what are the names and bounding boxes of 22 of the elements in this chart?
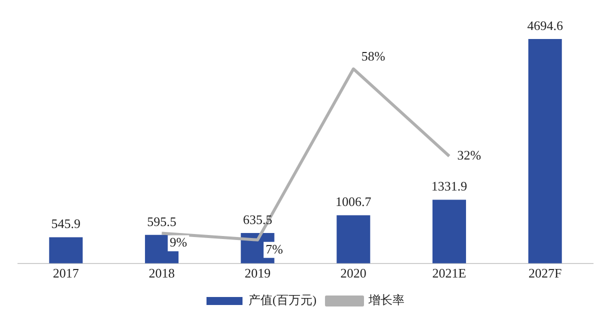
data-label: 7% (266, 241, 284, 256)
data-label: 9% (170, 234, 188, 250)
bar (336, 215, 370, 264)
bar (432, 200, 466, 264)
data-label: 635.5 (242, 212, 272, 227)
x-tick-label: 2027F (528, 266, 562, 281)
x-tick-label: 2018 (148, 266, 175, 281)
x-tick-label: 2017 (52, 266, 80, 281)
data-label: 32% (457, 148, 482, 163)
x-tick-label: 2021E (432, 266, 466, 281)
legend-label: 产值(百万元) (248, 293, 317, 308)
data-label: 1006.7 (336, 194, 372, 210)
data-label: 4694.6 (527, 18, 564, 33)
data-label: 1331.9 (431, 178, 468, 194)
x-tick-label: 2019 (244, 266, 271, 281)
bar (49, 237, 83, 264)
data-label: 545.9 (51, 216, 81, 232)
data-label: 595.5 (147, 214, 176, 229)
legend-label: 增长率 (367, 293, 404, 308)
x-tick-label: 2020 (340, 266, 366, 281)
data-label: 58% (361, 48, 386, 64)
bar (528, 38, 562, 264)
